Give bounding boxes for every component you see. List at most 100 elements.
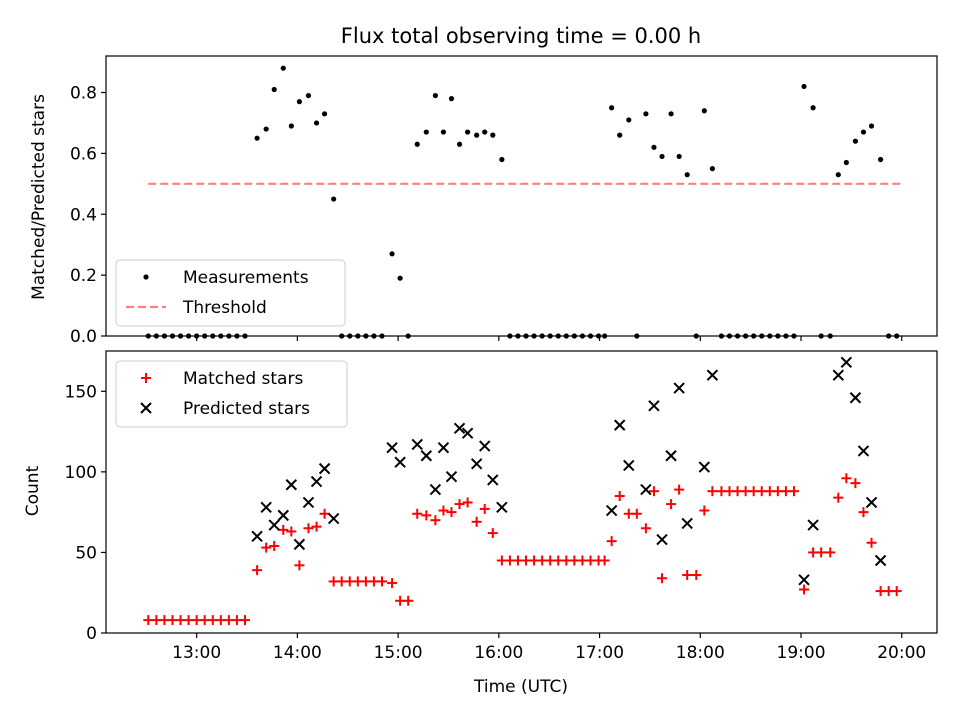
matched-stars-point xyxy=(788,486,799,497)
predicted-stars-point xyxy=(394,456,406,468)
predicted-stars-point xyxy=(807,519,819,531)
x-stroke-b xyxy=(285,479,298,491)
measurement-point xyxy=(432,92,438,99)
matched-stars-point xyxy=(891,586,902,597)
predicted-stars-point xyxy=(411,438,423,451)
matched-stars-point xyxy=(319,508,330,519)
predicted-stars-point xyxy=(640,483,652,496)
predicted-stars-point xyxy=(310,475,323,488)
matched-stars-point xyxy=(841,473,852,484)
bottom-plot-area: 0 50 100 150 13:00 14:00 15:00 16:00 17:00 18:00 1… xyxy=(65,350,938,663)
predicted-stars-point xyxy=(293,538,306,551)
measurement-point xyxy=(835,172,841,178)
x-stroke-b xyxy=(832,369,844,381)
predicted-stars-point xyxy=(605,504,618,517)
measurement-point xyxy=(643,111,649,117)
matched-stars-point xyxy=(303,523,314,534)
legend-label: Predicted stars xyxy=(183,399,310,419)
matched-stars-point xyxy=(799,584,810,595)
predicted-stars-point xyxy=(268,519,280,531)
x-tick-label: 20:00 xyxy=(877,643,926,663)
matched-stars-point xyxy=(462,497,473,508)
measurement-point xyxy=(490,132,496,138)
measurement-point xyxy=(843,159,849,166)
measurement-point xyxy=(313,120,320,126)
predicted-stars-point xyxy=(496,501,508,514)
x-stroke-b xyxy=(665,450,677,462)
predicted-stars-point xyxy=(429,483,442,496)
measurement-point xyxy=(296,99,302,105)
measurement-point xyxy=(423,129,429,135)
y-tick-label: 0.8 xyxy=(70,84,97,104)
matched-stars-point xyxy=(699,505,710,516)
x-stroke-b xyxy=(706,369,719,381)
predicted-stars-point xyxy=(453,422,466,435)
predicted-stars-point xyxy=(437,441,450,454)
measurement-point xyxy=(397,275,403,281)
predicted-stars-point xyxy=(461,427,474,439)
matched-stars-point xyxy=(599,555,610,566)
series-matched-stars xyxy=(143,473,902,626)
x-tick-label: 18:00 xyxy=(676,643,725,663)
measurement-point xyxy=(659,153,665,160)
matched-stars-point xyxy=(866,537,877,548)
matched-stars-point xyxy=(833,492,844,503)
predicted-stars-point xyxy=(470,458,483,470)
matched-stars-point xyxy=(261,542,272,553)
predicted-stars-point xyxy=(302,496,315,509)
x-stroke-b xyxy=(470,458,483,470)
measurement-point xyxy=(414,141,420,147)
x-stroke-b xyxy=(798,574,810,586)
x-stroke-b xyxy=(479,440,491,452)
x-axis-label: Time (UTC) xyxy=(473,677,568,697)
x-stroke-b xyxy=(857,445,870,457)
x-stroke-b xyxy=(394,456,406,468)
measurement-point xyxy=(617,132,623,138)
matched-stars-point xyxy=(376,576,387,587)
x-stroke-b xyxy=(268,519,280,531)
x-stroke-b xyxy=(310,475,323,488)
y-tick-label: 0.0 xyxy=(70,327,97,347)
predicted-stars-point xyxy=(318,462,331,475)
measurement-point xyxy=(860,129,867,135)
legend-label: Matched stars xyxy=(183,369,303,389)
x-stroke-b xyxy=(140,402,152,414)
matched-stars-point xyxy=(816,547,827,558)
top-y-axis-label: Matched/Predicted stars xyxy=(29,94,49,300)
matched-stars-point xyxy=(850,478,861,489)
measurement-point xyxy=(448,96,455,102)
measurement-point xyxy=(626,117,632,123)
legend-box xyxy=(115,259,346,327)
measurement-point xyxy=(474,132,480,138)
x-stroke-b xyxy=(874,554,887,567)
legend-x-marker xyxy=(140,402,152,414)
measurement-point xyxy=(499,156,505,163)
measurement-point xyxy=(609,105,615,111)
predicted-stars-point xyxy=(874,554,887,567)
legend: Measurements Threshold xyxy=(115,259,346,327)
x-stroke-b xyxy=(681,517,693,530)
predicted-stars-point xyxy=(681,517,693,530)
legend-label: Measurements xyxy=(183,268,309,288)
x-stroke-b xyxy=(807,519,819,531)
predicted-stars-point xyxy=(656,533,668,546)
x-stroke-b xyxy=(648,400,660,412)
matched-stars-point xyxy=(278,524,289,535)
measurement-point xyxy=(280,65,286,71)
matched-stars-point xyxy=(421,510,432,521)
predicted-stars-point xyxy=(865,496,878,509)
top-plot-area: 0.0 0.2 0.4 0.6 0.8 Measurements Threshold xyxy=(70,55,938,347)
matched-stars-point xyxy=(682,569,693,580)
x-tick-label: 19:00 xyxy=(777,643,826,663)
matched-stars-point xyxy=(252,565,263,576)
legend-label: Threshold xyxy=(182,298,267,318)
matched-stars-point xyxy=(454,499,465,510)
matched-stars-point xyxy=(606,536,617,547)
matched-stars-point xyxy=(269,540,280,551)
predicted-stars-point xyxy=(798,574,810,586)
x-stroke-b xyxy=(461,427,474,439)
measurement-point xyxy=(254,135,260,141)
matched-stars-point xyxy=(387,578,398,589)
matched-stars-point xyxy=(691,569,702,580)
